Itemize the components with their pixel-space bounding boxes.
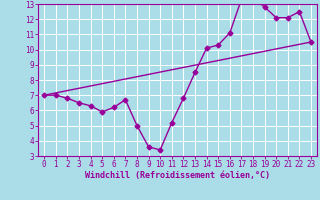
X-axis label: Windchill (Refroidissement éolien,°C): Windchill (Refroidissement éolien,°C) (85, 171, 270, 180)
